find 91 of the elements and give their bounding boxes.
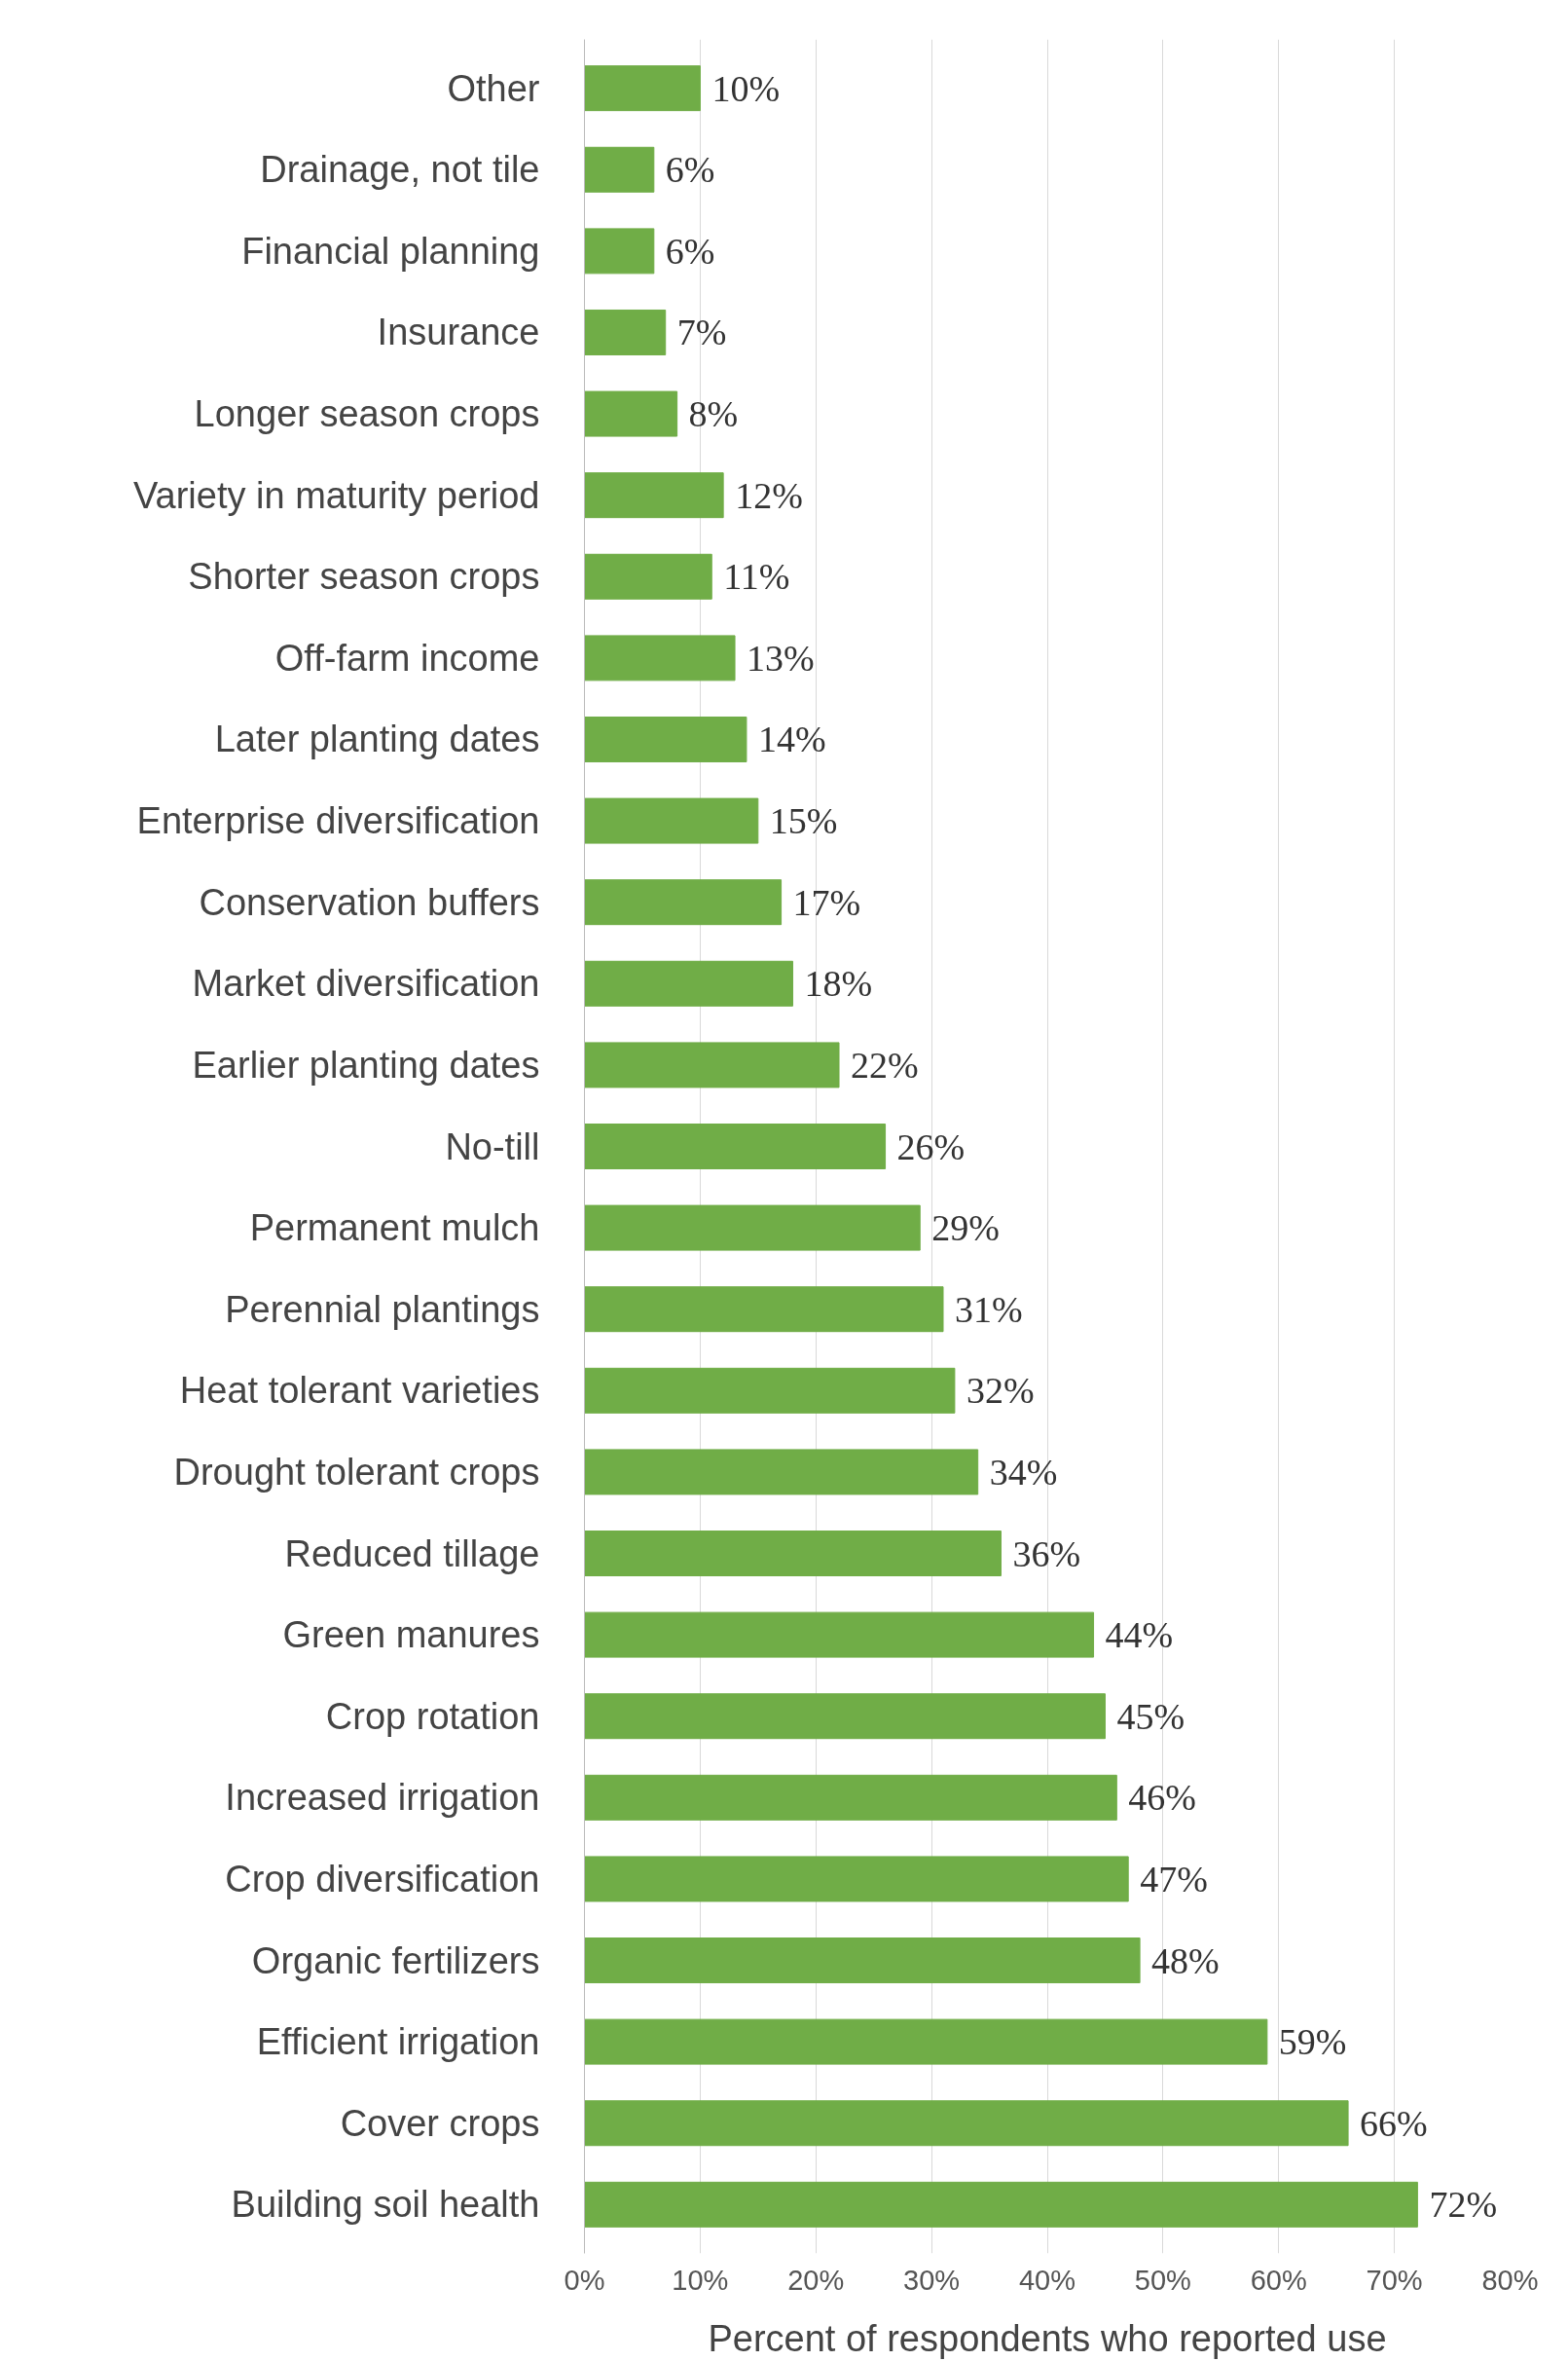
bar (584, 1856, 1129, 1902)
y-tick-label: Drought tolerant crops (173, 1451, 540, 1493)
bar (584, 1042, 840, 1088)
y-tick-label: Increased irrigation (225, 1777, 540, 1819)
x-tick-label: 0% (564, 2264, 605, 2296)
data-label: 8% (688, 393, 739, 435)
y-tick-label: Permanent mulch (249, 1207, 540, 1249)
bar (584, 65, 701, 112)
x-tick-label: 50% (1134, 2264, 1191, 2296)
bar (584, 1124, 887, 1169)
x-tick-label: 80% (1481, 2264, 1539, 2296)
bar (584, 553, 712, 600)
bar (584, 228, 655, 275)
bar (584, 2018, 1268, 2065)
x-tick-label: 10% (672, 2264, 729, 2296)
bar (584, 1449, 979, 1495)
bar (584, 1774, 1117, 1821)
data-label: 32% (966, 1370, 1035, 1412)
data-label: 59% (1278, 2021, 1347, 2063)
data-label: 48% (1151, 1939, 1220, 1981)
y-tick-label: Reduced tillage (284, 1532, 540, 1574)
bar (584, 309, 667, 355)
data-label: 13% (747, 637, 815, 679)
y-tick-label: Enterprise diversification (136, 800, 540, 842)
data-label: 44% (1105, 1614, 1174, 1656)
data-label: 18% (804, 963, 873, 1005)
bar (584, 879, 783, 926)
bar (584, 2100, 1349, 2147)
bar (584, 2181, 1418, 2228)
data-label: 14% (757, 719, 826, 760)
bar (584, 146, 655, 193)
y-tick-label: Financial planning (241, 230, 540, 272)
data-label: 72% (1429, 2184, 1498, 2226)
x-tick-label: 70% (1366, 2264, 1423, 2296)
bar (584, 1611, 1095, 1658)
data-label: 12% (735, 474, 803, 516)
data-label: 46% (1128, 1777, 1196, 1819)
data-label: 47% (1140, 1858, 1208, 1900)
y-tick-label: Building soil health (231, 2184, 540, 2226)
data-label: 6% (665, 230, 715, 272)
data-label: 10% (711, 67, 781, 109)
bar (584, 716, 748, 762)
data-label: 22% (851, 1044, 919, 1086)
y-tick-label: Shorter season crops (188, 556, 540, 598)
x-tick-label: 60% (1250, 2264, 1307, 2296)
y-tick-label: Heat tolerant varieties (179, 1370, 540, 1412)
y-tick-label: Off-farm income (274, 637, 540, 679)
bar (584, 797, 759, 844)
data-label: 6% (665, 149, 715, 191)
y-tick-label: Perennial plantings (225, 1288, 540, 1330)
data-label: 15% (769, 800, 838, 842)
y-tick-label: No-till (445, 1125, 540, 1167)
y-tick-label: Variety in maturity period (133, 474, 540, 516)
data-label: 36% (1012, 1532, 1081, 1574)
data-label: 26% (896, 1125, 966, 1167)
bar (584, 1367, 956, 1414)
x-tick-label: 30% (903, 2264, 961, 2296)
data-label: 34% (989, 1451, 1058, 1493)
y-tick-label: Efficient irrigation (256, 2021, 540, 2063)
y-tick-label: Crop rotation (325, 1695, 540, 1737)
bar (584, 472, 724, 519)
data-label: 66% (1360, 2102, 1428, 2144)
data-label: 17% (792, 881, 861, 923)
y-tick-label: Crop diversification (225, 1858, 540, 1900)
y-tick-label: Other (447, 67, 540, 109)
data-label: 7% (676, 312, 727, 353)
bar (584, 635, 736, 682)
bar (584, 1693, 1106, 1740)
y-tick-label: Insurance (377, 312, 540, 353)
y-tick-label: Green manures (282, 1614, 540, 1656)
y-tick-label: Conservation buffers (199, 881, 540, 923)
y-tick-label: Market diversification (192, 963, 540, 1005)
data-label: 45% (1116, 1695, 1185, 1737)
y-tick-label: Cover crops (340, 2102, 540, 2144)
bar (584, 960, 793, 1007)
y-tick-label: Later planting dates (214, 719, 540, 760)
y-tick-label: Drainage, not tile (260, 149, 540, 191)
bar (584, 1937, 1141, 1984)
data-label: 11% (723, 556, 790, 598)
x-axis-title: Percent of respondents who reported use (708, 2317, 1387, 2359)
bar (584, 1531, 1002, 1577)
data-label: 31% (955, 1288, 1023, 1330)
x-tick-label: 40% (1018, 2264, 1076, 2296)
bar (584, 1204, 921, 1251)
y-tick-label: Organic fertilizers (251, 1939, 540, 1981)
y-tick-label: Earlier planting dates (192, 1044, 540, 1086)
x-tick-label: 20% (787, 2264, 845, 2296)
data-label: 29% (931, 1207, 1000, 1249)
bar (584, 390, 678, 437)
y-tick-label: Longer season crops (194, 393, 540, 435)
bar (584, 1286, 944, 1333)
